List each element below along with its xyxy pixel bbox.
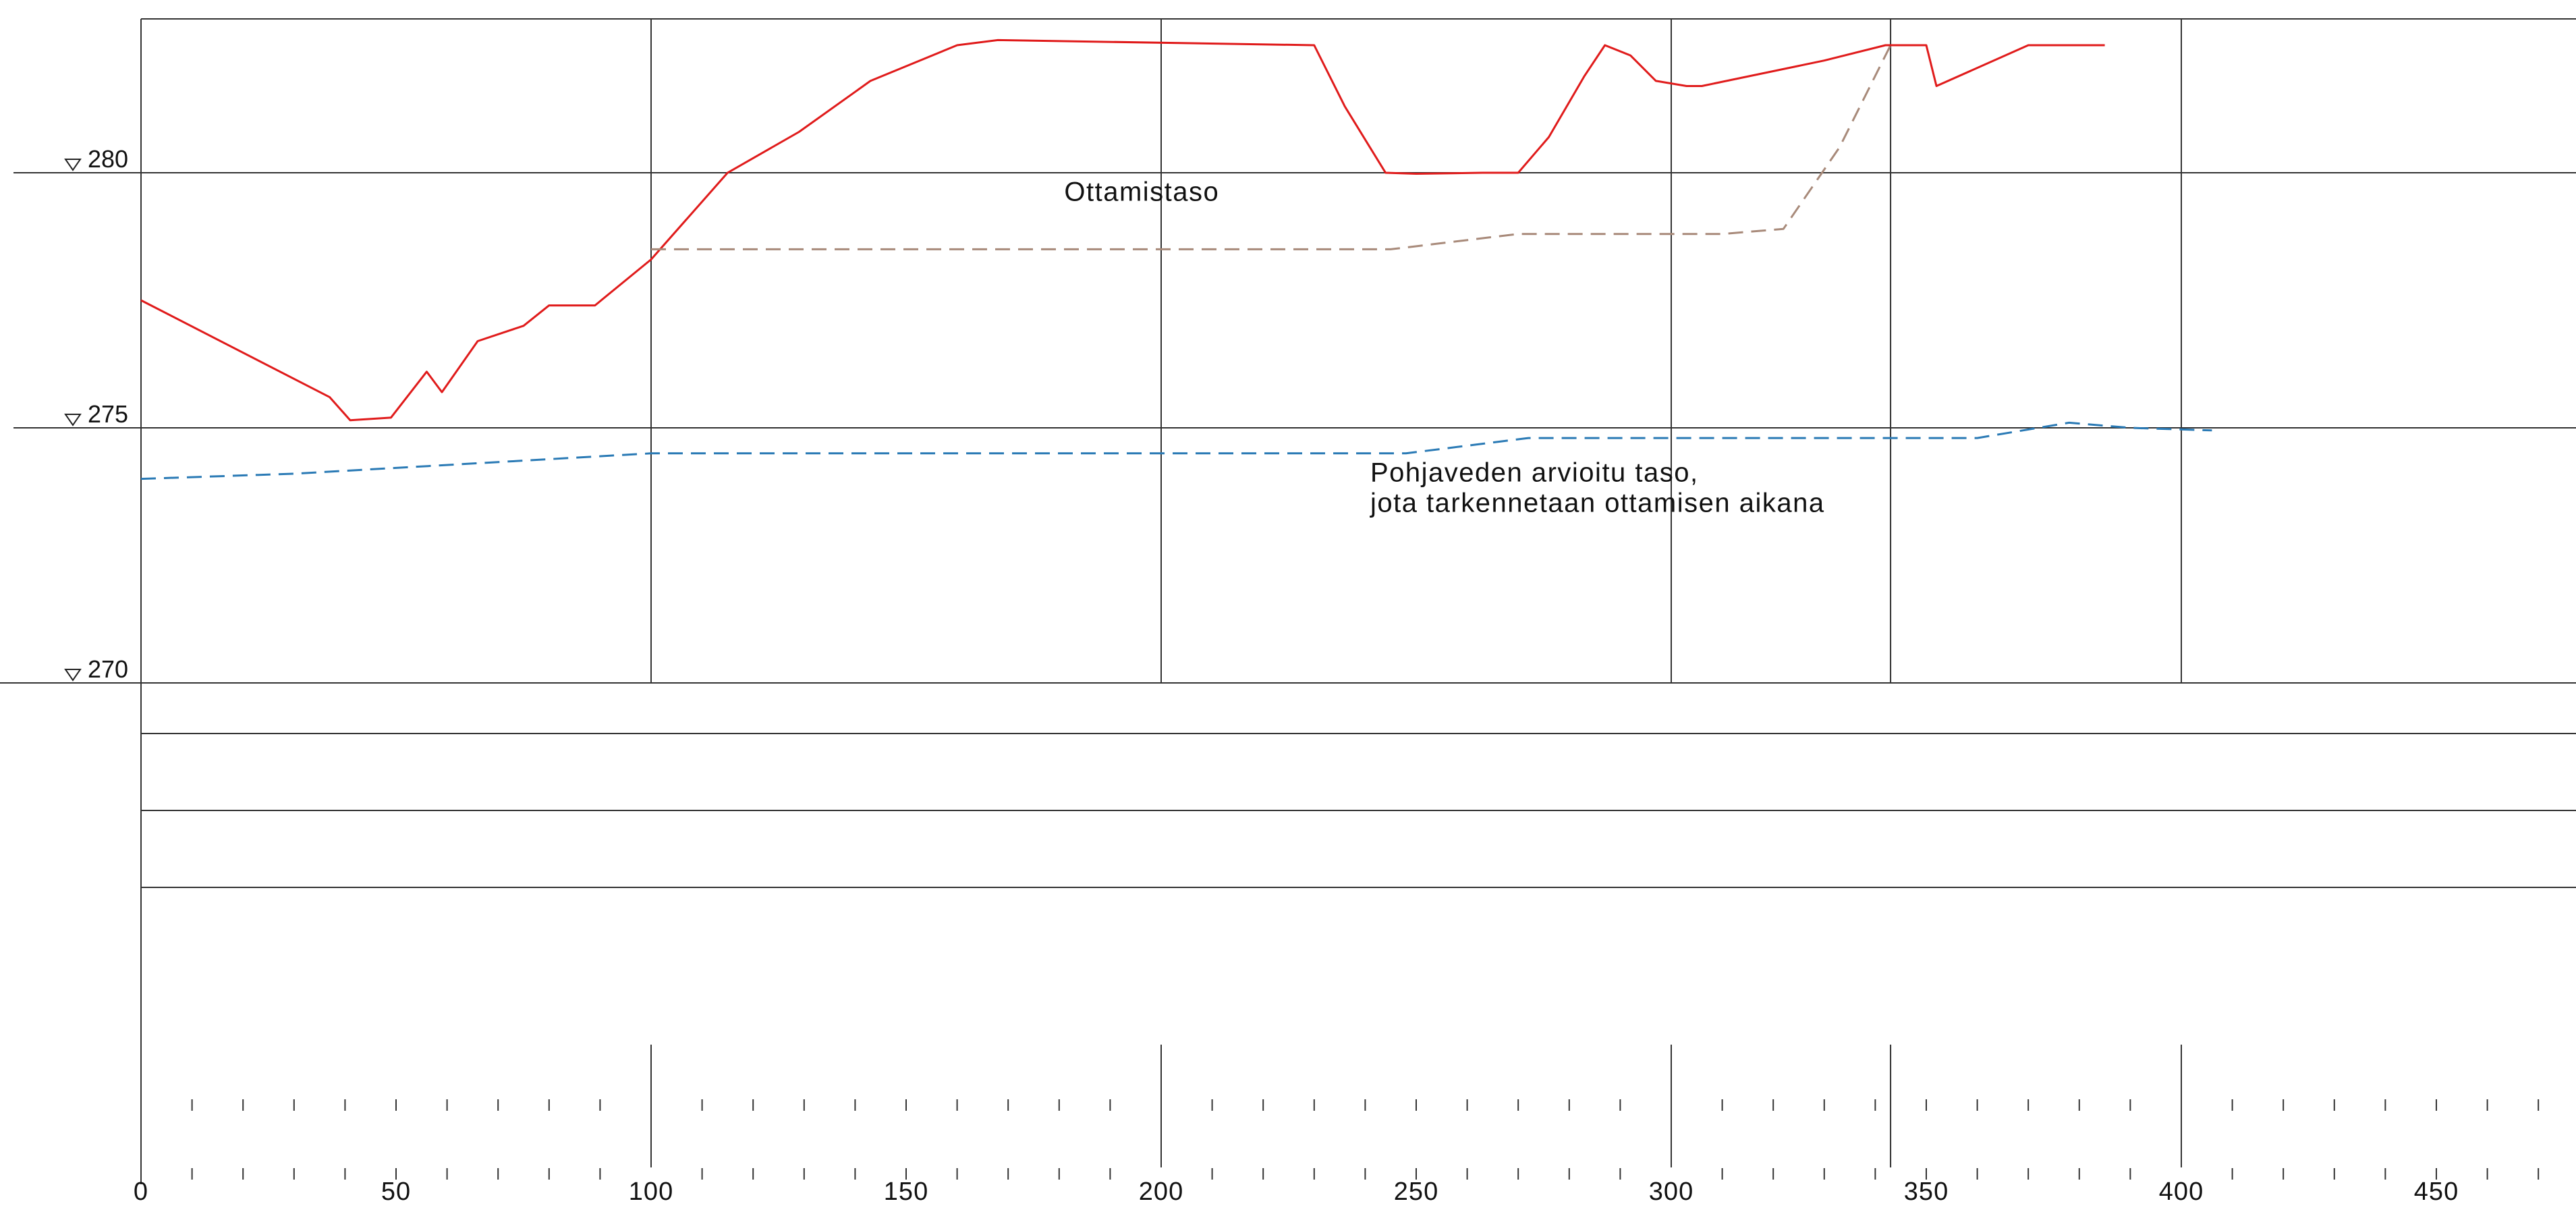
x-tick-label: 450 xyxy=(2414,1178,2459,1206)
annotation-label: jota tarkennetaan ottamisen aikana xyxy=(1370,489,1825,518)
vertical-gridlines xyxy=(650,19,2182,1167)
x-tick-label: 200 xyxy=(1139,1178,1183,1206)
x-tick-label: 250 xyxy=(1394,1178,1438,1206)
series-line-2 xyxy=(140,421,2212,480)
x-tick-label: 100 xyxy=(629,1178,673,1206)
annotation-label: Pohjaveden arvioitu taso, xyxy=(1370,458,1699,487)
x-tick-label: 0 xyxy=(134,1178,148,1206)
level-marker-label: 275 xyxy=(88,400,128,428)
x-tick-label: 400 xyxy=(2159,1178,2204,1206)
x-tick-label: 50 xyxy=(381,1178,411,1206)
x-tick-label: 350 xyxy=(1904,1178,1949,1206)
x-tick-label: 150 xyxy=(884,1178,928,1206)
level-marker-label: 280 xyxy=(88,145,128,173)
x-axis-tick-labels: 0 50 100 150 200 250 300 350 400 450 xyxy=(134,1178,2459,1206)
chart-frame xyxy=(140,18,2576,1184)
level-marker-icon xyxy=(64,414,82,426)
x-tick-label: 300 xyxy=(1649,1178,1693,1206)
level-marker-label: 270 xyxy=(88,655,128,683)
annotation-label: Ottamistaso xyxy=(1064,177,1219,207)
level-marker-icon xyxy=(64,159,82,171)
horizontal-gridlines xyxy=(0,172,2576,888)
series-group xyxy=(140,38,2212,480)
series-line-0 xyxy=(140,38,2105,422)
annotations: Ottamistaso Pohjaveden arvioitu taso,jota… xyxy=(1064,177,1824,518)
level-markers: 280 275 270 xyxy=(64,145,128,683)
x-axis-ticks xyxy=(191,1099,2540,1180)
level-marker-icon xyxy=(64,669,82,682)
series-line-1 xyxy=(651,45,1892,250)
